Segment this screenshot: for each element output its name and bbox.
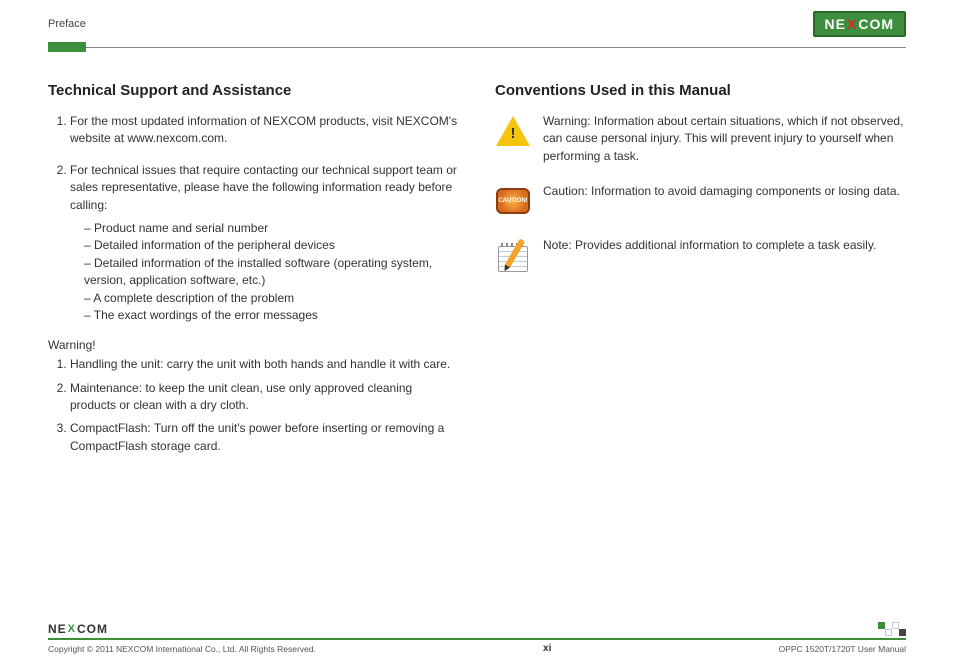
manual-id-text: OPPC 1520T/1720T User Manual xyxy=(779,644,906,654)
convention-note-text: Note: Provides additional information to… xyxy=(543,237,906,273)
copyright-text: Copyright © 2011 NEXCOM International Co… xyxy=(48,644,316,654)
left-column: Technical Support and Assistance For the… xyxy=(48,82,459,461)
support-sub-1: Product name and serial number xyxy=(84,220,459,237)
warning-icon xyxy=(495,113,531,149)
support-sub-2: Detailed information of the peripheral d… xyxy=(84,237,459,254)
warning-list: Handling the unit: carry the unit with b… xyxy=(48,356,459,455)
footer-brand-post: COM xyxy=(77,622,108,636)
right-heading: Conventions Used in this Manual xyxy=(495,82,906,99)
warning-item-1: Handling the unit: carry the unit with b… xyxy=(70,356,459,373)
footer-squares-icon xyxy=(878,629,906,636)
header-rule xyxy=(48,42,906,52)
support-item-2-intro: For technical issues that require contac… xyxy=(70,163,457,212)
brand-text-pre: NE xyxy=(825,16,846,32)
content-area: Technical Support and Assistance For the… xyxy=(0,52,954,461)
brand-text-post: COM xyxy=(858,16,894,32)
footer-square xyxy=(878,622,885,629)
warning-triangle-icon xyxy=(496,116,530,146)
convention-warning-row: Warning: Information about certain situa… xyxy=(495,113,906,165)
warning-item-2: Maintenance: to keep the unit clean, use… xyxy=(70,380,459,415)
support-sub-5: The exact wordings of the error messages xyxy=(84,307,459,324)
footer-brand-logo: NEXCOM xyxy=(48,622,108,636)
support-item-2: For technical issues that require contac… xyxy=(70,162,459,325)
header-rule-line xyxy=(86,47,906,48)
warning-item-3: CompactFlash: Turn off the unit's power … xyxy=(70,420,459,455)
convention-note-row: Note: Provides additional information to… xyxy=(495,237,906,273)
page-number: xi xyxy=(316,643,779,654)
footer-square xyxy=(899,629,906,636)
footer-square xyxy=(885,629,892,636)
convention-caution-text: Caution: Information to avoid damaging c… xyxy=(543,183,906,219)
support-list: For the most updated information of NEXC… xyxy=(48,113,459,324)
note-icon xyxy=(495,237,531,273)
header-rule-stub xyxy=(48,42,86,52)
brand-logo: NEXCOM xyxy=(813,11,906,37)
footer-square xyxy=(892,622,899,629)
support-item-1: For the most updated information of NEXC… xyxy=(70,113,459,148)
convention-warning-text: Warning: Information about certain situa… xyxy=(543,113,906,165)
footer-brand-pre: NE xyxy=(48,622,67,636)
page-footer: NEXCOM Copyright © 2011 NEXCOM Internati… xyxy=(48,622,906,654)
support-sublist: Product name and serial number Detailed … xyxy=(70,220,459,324)
section-label: Preface xyxy=(48,18,86,30)
support-sub-4: A complete description of the problem xyxy=(84,290,459,307)
footer-top: NEXCOM xyxy=(48,622,906,640)
caution-icon: CAUTION! xyxy=(495,183,531,219)
footer-bottom: Copyright © 2011 NEXCOM International Co… xyxy=(48,643,906,654)
brand-x-glyph: X xyxy=(846,16,858,32)
warning-label: Warning! xyxy=(48,338,459,352)
caution-badge-icon: CAUTION! xyxy=(496,188,530,214)
page-header: Preface NEXCOM xyxy=(0,0,954,38)
right-column: Conventions Used in this Manual Warning:… xyxy=(495,82,906,461)
support-sub-3: Detailed information of the installed so… xyxy=(84,255,459,290)
footer-brand-x-glyph: X xyxy=(67,623,77,635)
convention-caution-row: CAUTION! Caution: Information to avoid d… xyxy=(495,183,906,219)
notepad-pencil-icon xyxy=(496,238,530,272)
left-heading: Technical Support and Assistance xyxy=(48,82,459,99)
